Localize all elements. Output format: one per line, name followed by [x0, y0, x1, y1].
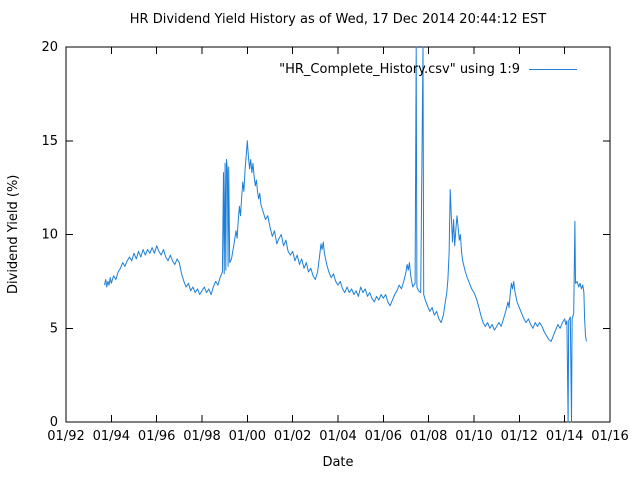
plot-border — [65, 46, 611, 423]
y-tick-label: 20 — [41, 40, 58, 55]
legend-label: "HR_Complete_History.csv" using 1:9 — [279, 62, 520, 77]
x-axis-label: Date — [322, 455, 354, 470]
legend: "HR_Complete_History.csv" using 1:9 — [279, 62, 577, 77]
x-tick-label: 01/96 — [138, 429, 175, 444]
x-tick-label: 01/94 — [93, 429, 130, 444]
x-tick-label: 01/10 — [455, 429, 492, 444]
x-tick-label: 01/12 — [501, 429, 538, 444]
y-tick-label: 0 — [50, 415, 58, 430]
y-tick-label: 10 — [41, 228, 58, 243]
x-tick-label: 01/00 — [229, 429, 266, 444]
x-tick-label: 01/06 — [365, 429, 402, 444]
x-tick-label: 01/02 — [274, 429, 311, 444]
y-axis-label: Dividend Yield (%) — [6, 174, 21, 295]
series-line — [104, 46, 587, 423]
x-tick-label: 01/16 — [591, 429, 628, 444]
x-tick-label: 01/14 — [546, 429, 583, 444]
y-tick-label: 15 — [41, 134, 58, 149]
x-tick-label: 01/92 — [47, 429, 84, 444]
x-tick-label: 01/08 — [410, 429, 447, 444]
x-tick-label: 01/98 — [183, 429, 220, 444]
y-tick-label: 5 — [50, 321, 58, 336]
x-tick-label: 01/04 — [319, 429, 356, 444]
chart-title: HR Dividend Yield History as of Wed, 17 … — [129, 12, 547, 27]
legend-line-sample — [529, 69, 577, 70]
